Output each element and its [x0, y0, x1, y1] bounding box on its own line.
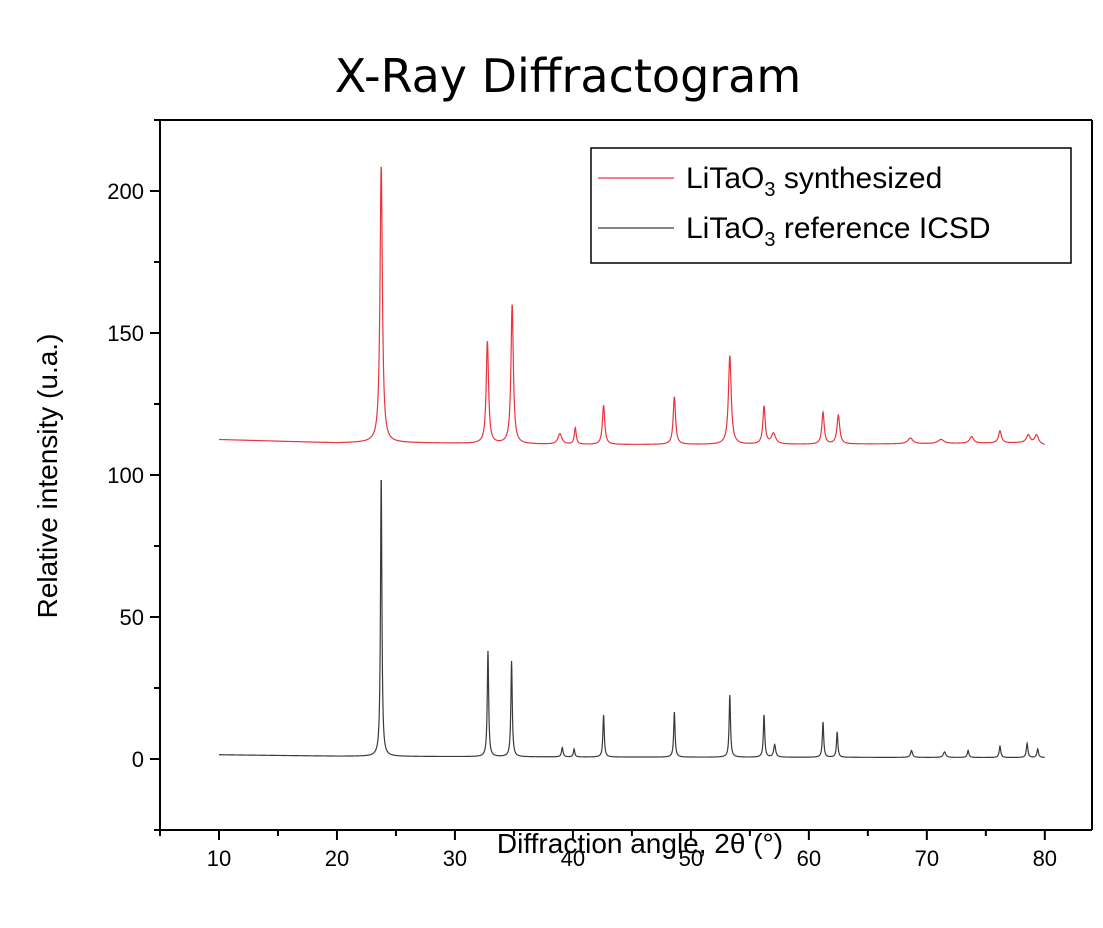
legend-label: LiTaO3 reference ICSD — [686, 212, 991, 251]
legend-label: LiTaO3 synthesized — [686, 162, 942, 201]
y-axis-label: Relative intensity (u.a.) — [32, 334, 63, 619]
plot-frame — [160, 119, 1093, 830]
y-tick-label: 100 — [107, 463, 144, 488]
legend: LiTaO3 synthesized LiTaO3 reference ICSD — [590, 147, 1072, 264]
x-tick-label: 10 — [207, 846, 231, 871]
series-line-0 — [218, 166, 1045, 445]
x-tick-label: 30 — [443, 846, 467, 871]
x-tick-label: 20 — [325, 846, 349, 871]
y-tick-label: 0 — [132, 747, 144, 772]
x-tick-label: 80 — [1033, 846, 1057, 871]
y-tick-label: 200 — [107, 179, 144, 204]
legend-box — [590, 147, 1072, 264]
chart-title: X-Ray Diffractogram — [335, 49, 801, 103]
x-tick-label: 60 — [797, 846, 821, 871]
y-tick-label: 50 — [120, 605, 144, 630]
y-tick-label: 150 — [107, 321, 144, 346]
series-layer — [218, 166, 1045, 759]
x-tick-label: 50 — [679, 846, 703, 871]
x-tick-label: 40 — [561, 846, 585, 871]
series-line-1 — [218, 480, 1045, 759]
x-axis-label: Diffraction angle, 2θ (°) — [497, 828, 783, 859]
x-tick-label: 70 — [915, 846, 939, 871]
axes-layer: 10 20 30 40 50 60 70 80 0 50 100 150 200 — [107, 119, 1092, 871]
